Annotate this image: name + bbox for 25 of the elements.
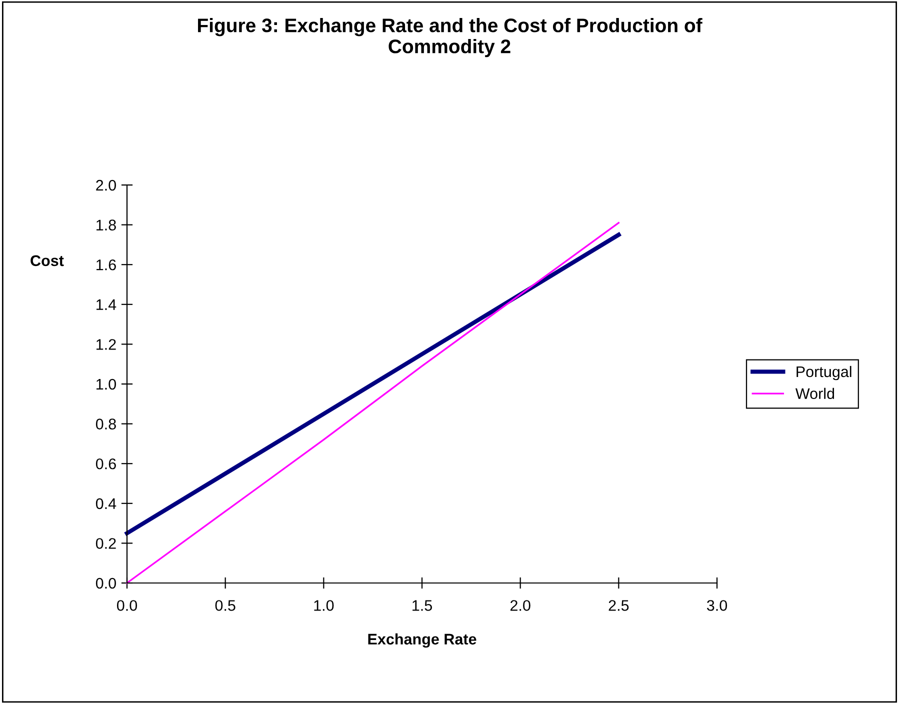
x-tick-label: 2.0 xyxy=(510,600,530,611)
x-tick-label: 1.5 xyxy=(412,600,432,611)
y-tick-label: 0.0 xyxy=(96,578,116,589)
x-tick-label: 3.0 xyxy=(706,600,728,611)
x-tick-label: 1.0 xyxy=(314,600,334,611)
legend-label: Portugal xyxy=(796,366,852,380)
y-tick-label: 1.0 xyxy=(96,378,116,390)
y-tick-label: 0.8 xyxy=(96,418,116,430)
line-series xyxy=(126,222,620,584)
y-axis-title: Cost xyxy=(30,255,64,266)
y-tick-label: 1.4 xyxy=(96,299,116,310)
chart-title: Figure 3: Exchange Rate and the Cost of Production of Commodity 2 xyxy=(198,18,702,58)
x-axis-title: Exchange Rate xyxy=(368,633,476,648)
y-tick-label: 0.2 xyxy=(96,538,116,549)
y-tick-label: 1.2 xyxy=(96,339,116,350)
y-tick-label: 0.4 xyxy=(96,498,116,510)
line-series xyxy=(124,232,621,536)
x-tick-label: 2.5 xyxy=(608,600,629,611)
legend-label: World xyxy=(795,388,834,400)
y-tick-label: 2.0 xyxy=(96,180,116,191)
y-tick-label: 1.6 xyxy=(96,259,116,270)
x-tick-label: 0.0 xyxy=(116,600,138,611)
y-tick-label: 1.8 xyxy=(96,220,116,230)
x-tick-label: 0.5 xyxy=(215,600,236,611)
y-tick-label: 0.6 xyxy=(96,458,116,470)
